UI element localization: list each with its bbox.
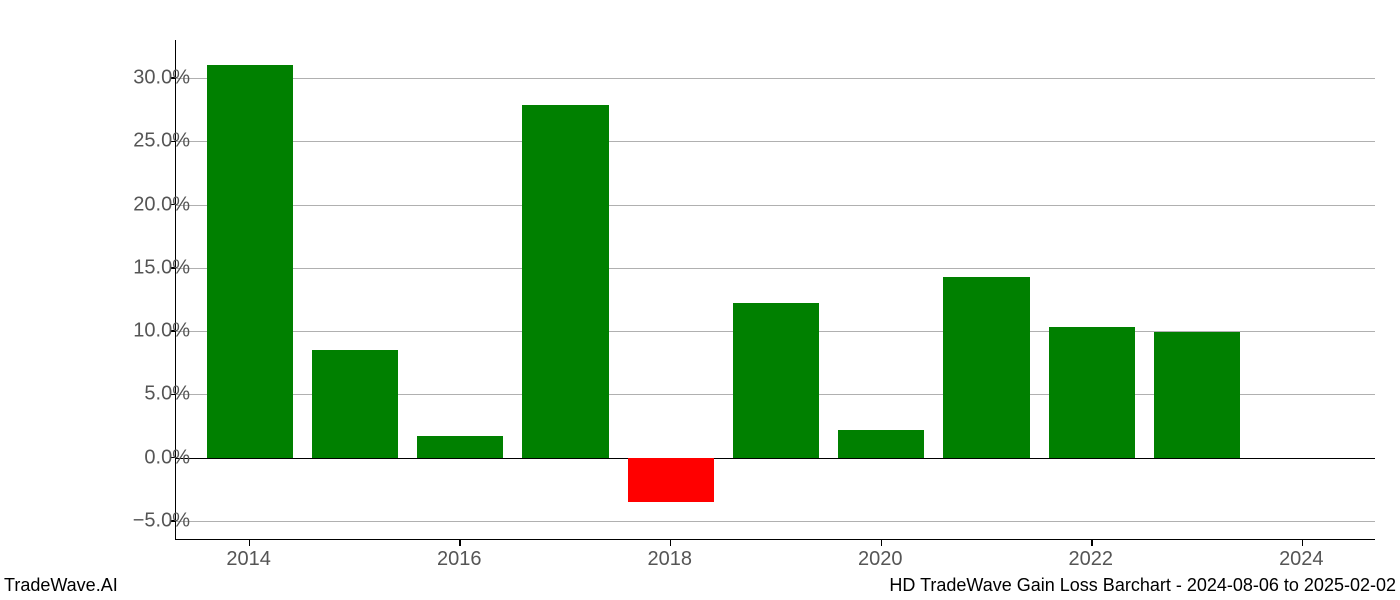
bar-2021	[943, 277, 1029, 458]
xtick-label: 2014	[226, 548, 271, 571]
ytick-label: 10.0%	[133, 320, 190, 343]
xtick-mark	[670, 540, 672, 546]
bar-2020	[838, 430, 924, 458]
ytick-label: 15.0%	[133, 256, 190, 279]
xtick-label: 2022	[1069, 548, 1114, 571]
ytick-label: 20.0%	[133, 193, 190, 216]
gridline	[176, 205, 1375, 206]
xtick-mark	[459, 540, 461, 546]
bar-2018	[628, 458, 714, 502]
xtick-label: 2024	[1279, 548, 1324, 571]
bar-2015	[312, 350, 398, 458]
ytick-label: −5.0%	[133, 510, 190, 533]
bar-2022	[1049, 327, 1135, 457]
xtick-label: 2016	[437, 548, 482, 571]
bar-2017	[522, 105, 608, 458]
ytick-label: 30.0%	[133, 66, 190, 89]
gridline	[176, 141, 1375, 142]
bar-2014	[207, 65, 293, 457]
ytick-label: 0.0%	[144, 446, 190, 469]
bar-2019	[733, 303, 819, 457]
xtick-mark	[1302, 540, 1304, 546]
bar-2023	[1154, 332, 1240, 457]
plot-area	[175, 40, 1375, 540]
xtick-label: 2020	[858, 548, 903, 571]
xtick-mark	[1091, 540, 1093, 546]
ytick-label: 5.0%	[144, 383, 190, 406]
footer-right: HD TradeWave Gain Loss Barchart - 2024-0…	[889, 575, 1396, 596]
chart-container	[175, 40, 1375, 540]
gridline	[176, 268, 1375, 269]
footer-left: TradeWave.AI	[4, 575, 118, 596]
ytick-label: 25.0%	[133, 130, 190, 153]
xtick-mark	[249, 540, 251, 546]
xtick-label: 2018	[647, 548, 692, 571]
gridline	[176, 521, 1375, 522]
bar-2016	[417, 436, 503, 458]
xtick-mark	[881, 540, 883, 546]
zero-line	[176, 458, 1375, 460]
gridline	[176, 78, 1375, 79]
